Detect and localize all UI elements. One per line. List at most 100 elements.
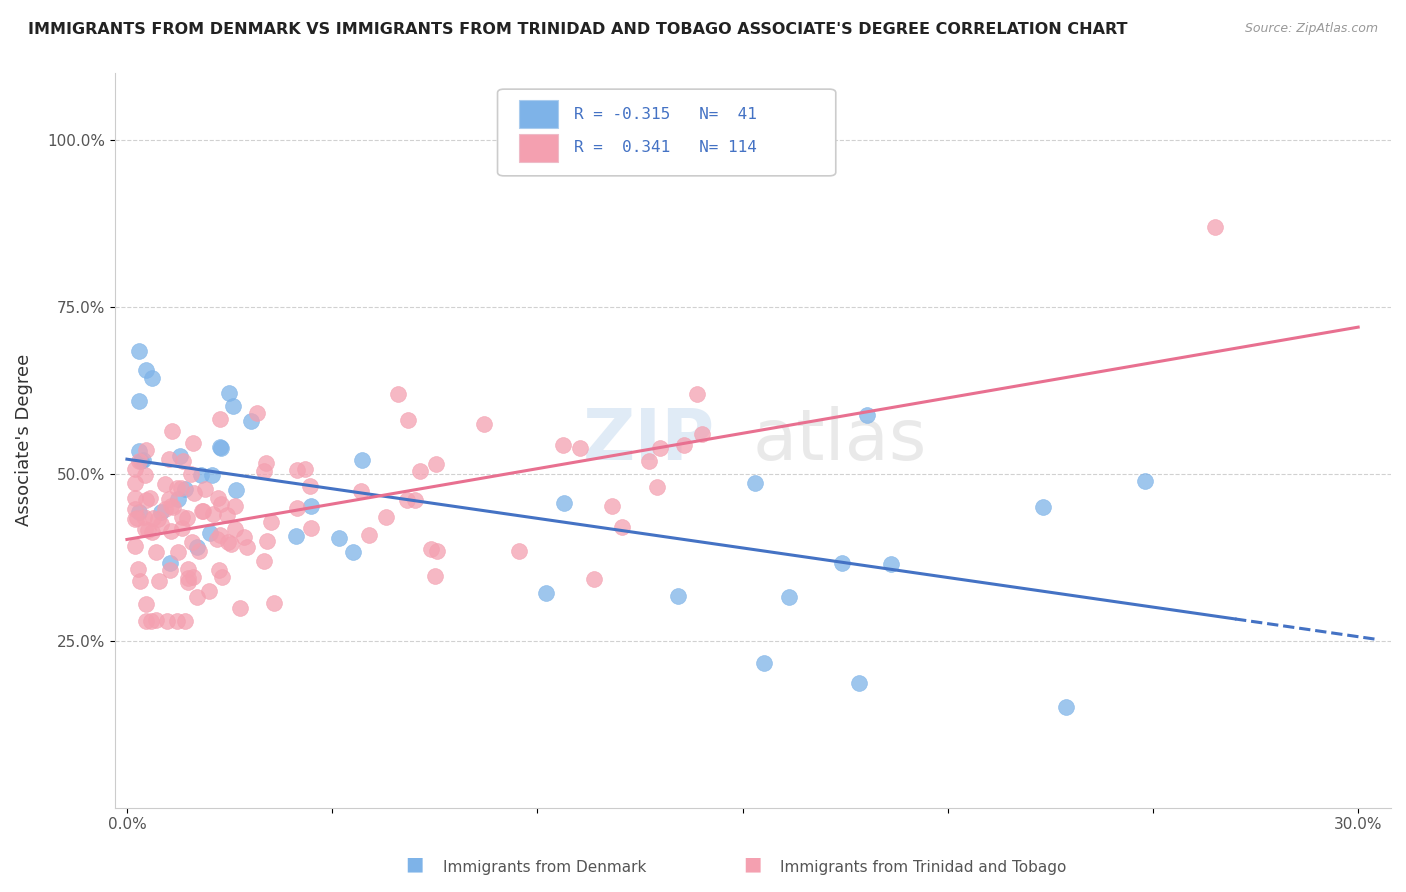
Point (648, 441, 671, 455)
Point (211, 570, 233, 584)
Point (342, 545, 364, 559)
Point (425, 457, 447, 471)
Point (349, 484, 371, 499)
Point (160, 499, 183, 513)
Point (208, 528, 231, 542)
Point (150, 516, 173, 531)
Point (221, 399, 243, 413)
Point (686, 387, 709, 401)
Point (134, 522, 156, 536)
Point (224, 522, 246, 536)
Point (301, 499, 323, 513)
Point (209, 442, 232, 456)
Point (124, 491, 146, 505)
Point (141, 370, 163, 384)
Point (166, 481, 188, 495)
Point (160, 424, 183, 438)
Point (132, 453, 155, 467)
Point (357, 527, 380, 541)
Point (186, 591, 208, 605)
FancyBboxPatch shape (498, 89, 835, 176)
Point (156, 614, 179, 628)
Point (128, 343, 150, 358)
Point (190, 468, 212, 483)
Point (232, 530, 254, 544)
Point (134, 468, 156, 483)
Point (128, 454, 150, 468)
Point (139, 614, 162, 628)
Point (166, 545, 188, 559)
Point (177, 574, 200, 589)
Point (176, 511, 198, 525)
Point (207, 533, 229, 547)
Point (423, 569, 446, 583)
Point (294, 461, 316, 475)
Point (263, 596, 285, 610)
Text: ■: ■ (405, 855, 425, 873)
Point (398, 413, 420, 427)
Point (744, 475, 766, 490)
Point (177, 562, 200, 576)
Point (153, 476, 176, 491)
Point (218, 385, 240, 400)
Point (153, 501, 176, 516)
Point (135, 362, 157, 376)
Point (752, 656, 775, 670)
Text: Immigrants from Denmark: Immigrants from Denmark (443, 861, 647, 875)
Point (124, 512, 146, 526)
Point (145, 545, 167, 559)
Point (778, 590, 800, 604)
Point (285, 463, 308, 477)
Point (159, 563, 181, 577)
Point (569, 441, 592, 455)
Point (219, 537, 242, 551)
Point (127, 511, 149, 525)
Point (141, 525, 163, 540)
Point (551, 438, 574, 452)
Point (1054, 700, 1077, 714)
Text: ■: ■ (742, 855, 762, 873)
Point (352, 453, 374, 467)
Point (183, 486, 205, 500)
Point (508, 544, 530, 558)
Point (127, 562, 149, 576)
Point (169, 450, 191, 464)
Point (191, 504, 214, 518)
Point (328, 531, 350, 545)
Point (128, 505, 150, 519)
Point (299, 479, 322, 493)
FancyBboxPatch shape (519, 100, 558, 128)
Point (160, 524, 183, 539)
Point (645, 480, 668, 494)
Text: R =  0.341   N= 114: R = 0.341 N= 114 (574, 140, 756, 155)
Point (173, 614, 195, 628)
Point (419, 542, 441, 557)
Point (666, 589, 689, 603)
Point (610, 520, 633, 534)
Point (254, 456, 277, 470)
Point (690, 427, 713, 442)
Point (124, 475, 146, 490)
Point (180, 467, 202, 481)
Point (159, 556, 181, 570)
Point (387, 387, 409, 401)
Point (198, 526, 221, 541)
Point (173, 483, 195, 497)
Point (583, 572, 606, 586)
Point (139, 491, 162, 505)
Point (190, 504, 212, 518)
Point (246, 406, 269, 420)
Point (166, 614, 188, 628)
Point (287, 500, 309, 515)
Point (172, 509, 194, 524)
Point (145, 613, 167, 627)
Point (157, 491, 180, 506)
Point (209, 497, 232, 511)
Point (404, 493, 426, 508)
Point (299, 521, 322, 535)
Y-axis label: Associate's Degree: Associate's Degree (15, 354, 32, 526)
Point (157, 451, 180, 466)
Point (553, 496, 575, 510)
Point (426, 543, 449, 558)
Point (536, 586, 558, 600)
